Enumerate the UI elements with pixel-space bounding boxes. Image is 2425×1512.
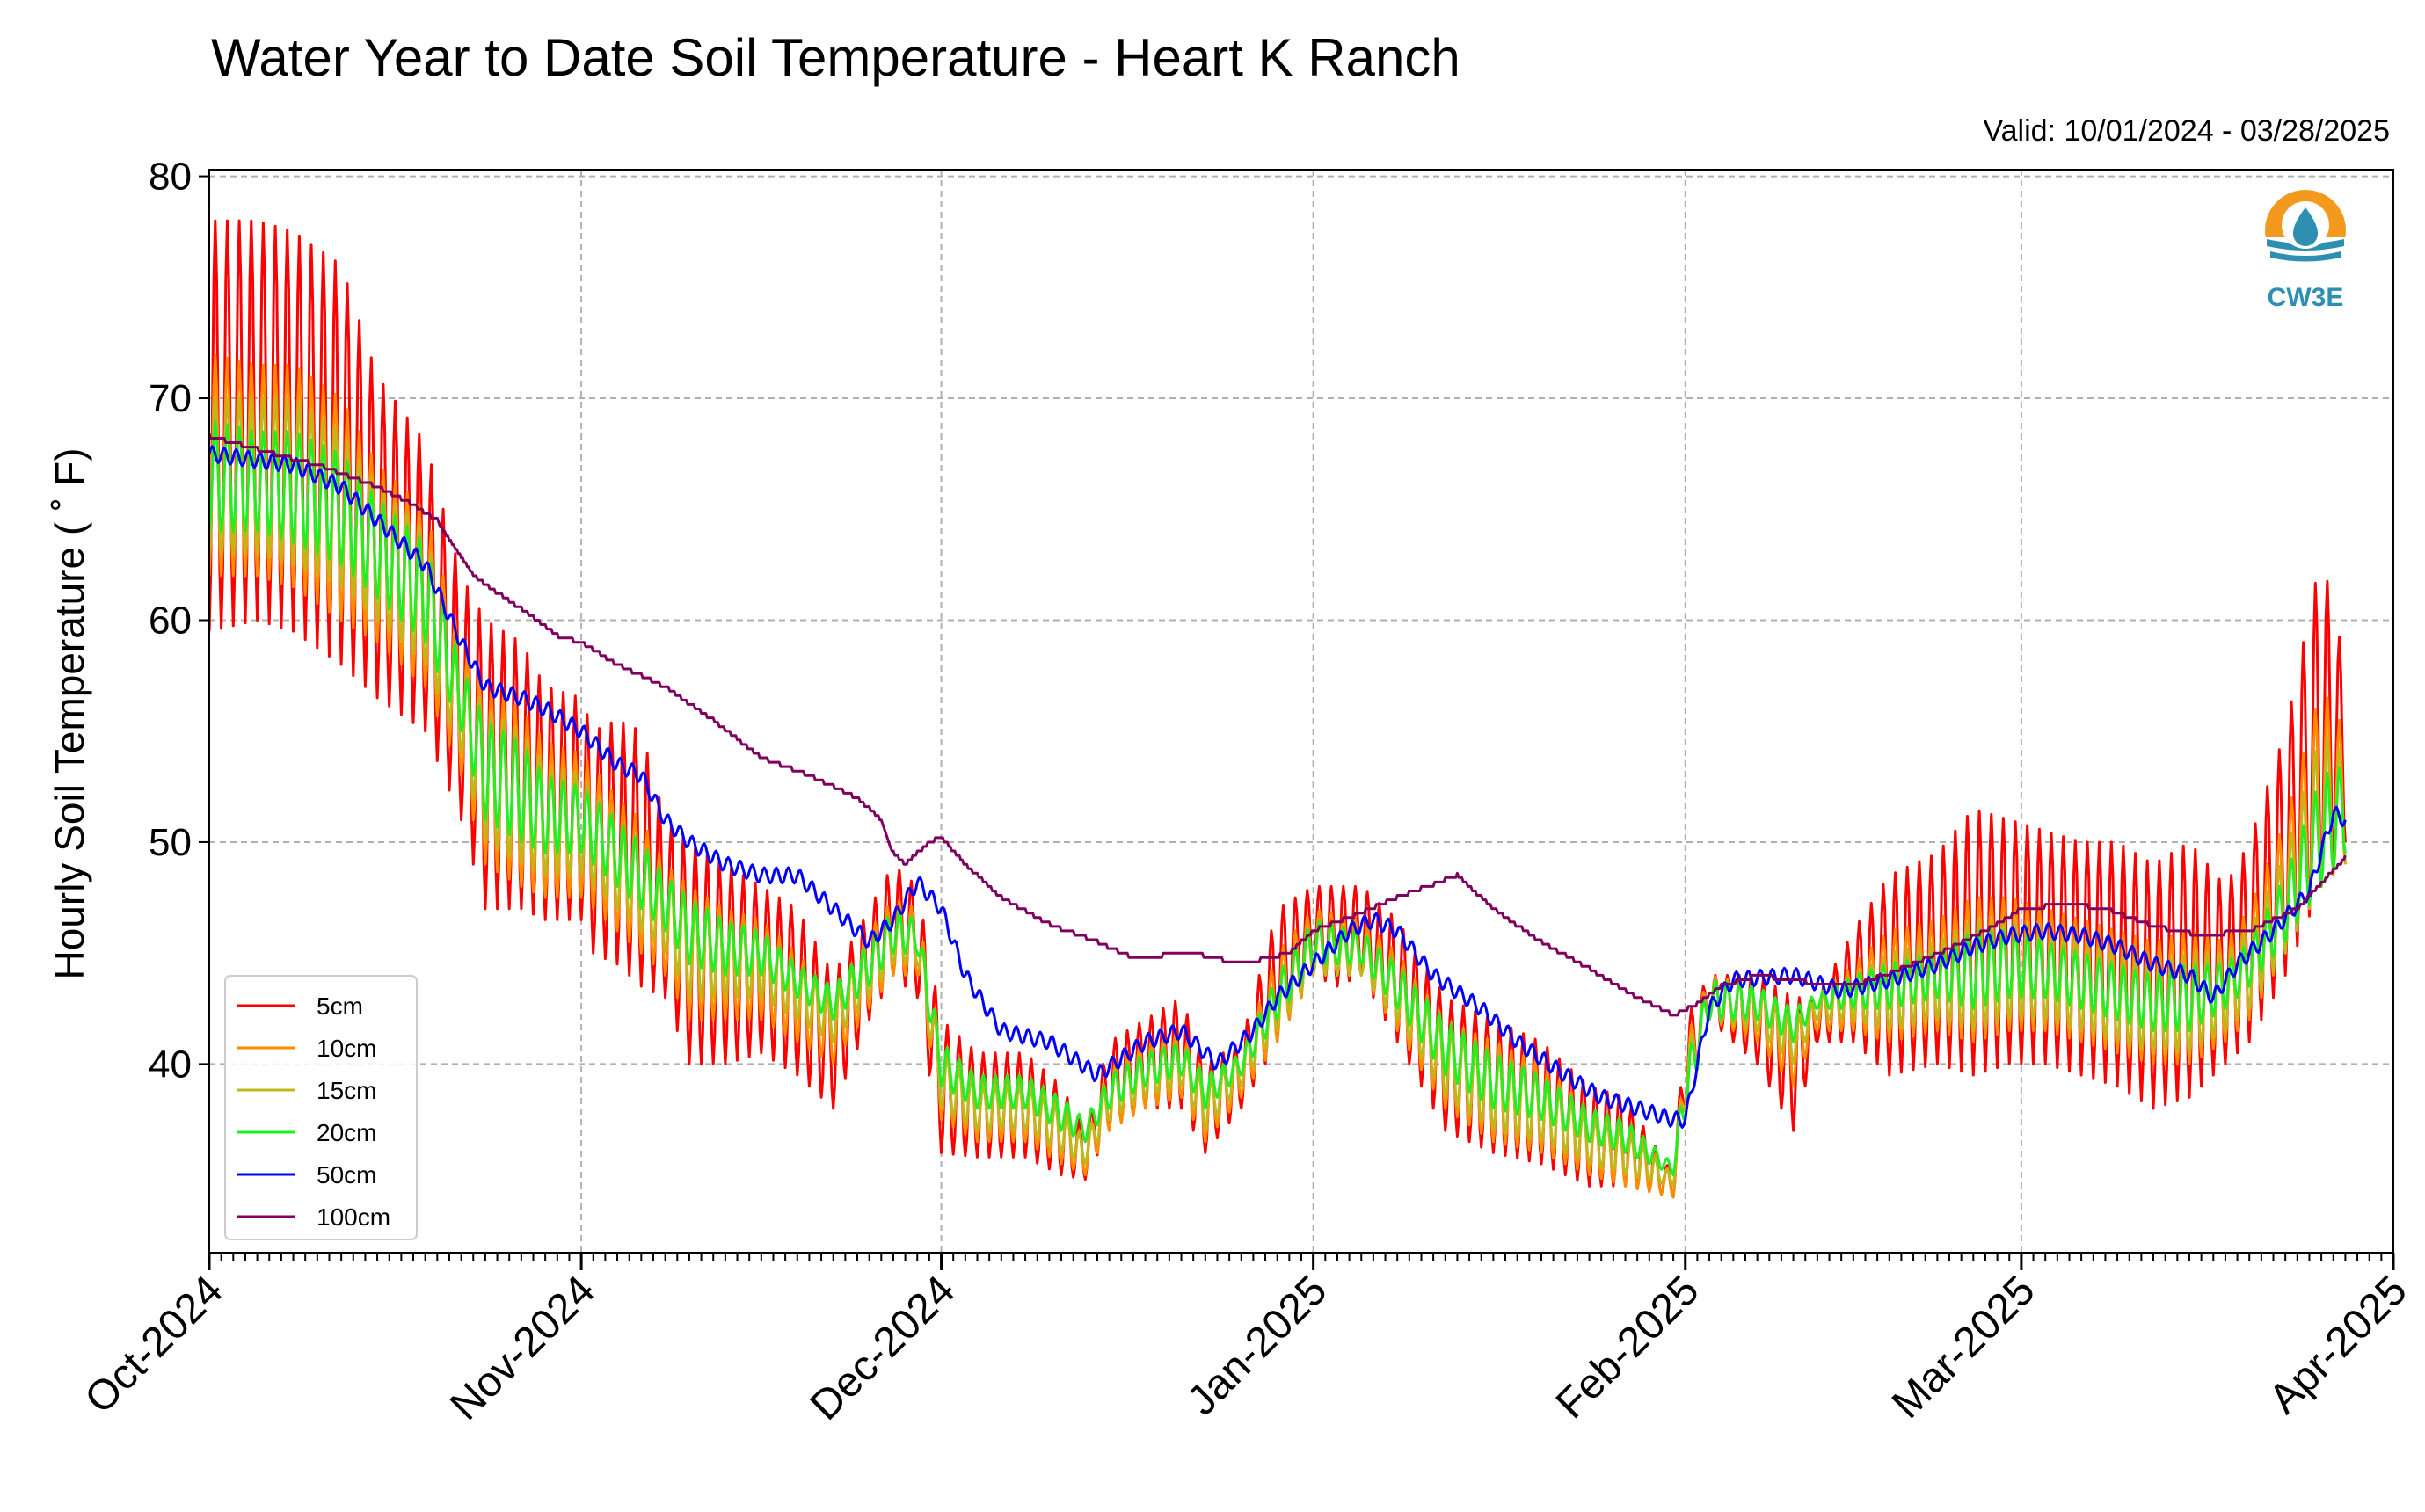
legend: 5cm 10cm 15cm 20cm 50cm 100cm xyxy=(224,975,418,1240)
series-line-20cm xyxy=(208,420,2347,1177)
x-tick-label: Mar-2025 xyxy=(1883,1267,2044,1428)
x-tick-label: Jan-2025 xyxy=(1178,1267,1336,1424)
chart-title: Water Year to Date Soil Temperature - He… xyxy=(211,28,1460,87)
y-axis-label: Hourly Soil Temperature ( ˚ F) xyxy=(47,448,92,980)
y-tick-label: 60 xyxy=(149,599,192,642)
x-tick-label: Feb-2025 xyxy=(1547,1267,1708,1428)
logo-text: CW3E xyxy=(2268,283,2344,312)
series-line-100cm xyxy=(208,433,2347,1017)
y-tick-label: 40 xyxy=(149,1043,192,1086)
series-line-50cm xyxy=(208,445,2347,1129)
valid-range-text: Valid: 10/01/2024 - 03/28/2025 xyxy=(1983,114,2390,148)
legend-label: 15cm xyxy=(317,1077,376,1104)
x-tick-label: Dec-2024 xyxy=(802,1267,965,1429)
legend-label: 5cm xyxy=(317,992,363,1020)
x-tick-label: Nov-2024 xyxy=(441,1267,604,1429)
x-tick-label: Oct-2024 xyxy=(76,1267,232,1422)
legend-label: 10cm xyxy=(317,1035,376,1062)
y-tick-label: 50 xyxy=(149,821,192,864)
legend-label: 20cm xyxy=(317,1119,376,1146)
cw3e-logo: CW3E xyxy=(2265,190,2346,312)
plot-area xyxy=(208,219,2347,1199)
x-tick-label: Apr-2025 xyxy=(2261,1267,2416,1422)
y-tick-label: 80 xyxy=(149,156,192,199)
legend-label: 50cm xyxy=(317,1161,376,1189)
y-tick-label: 70 xyxy=(149,377,192,420)
water-drop-icon xyxy=(2293,207,2318,246)
legend-label: 100cm xyxy=(317,1203,390,1231)
axes: 40 50 60 70 80 Oct-2024 Nov-2024 Dec-2024 Jan-20… xyxy=(76,156,2416,1429)
